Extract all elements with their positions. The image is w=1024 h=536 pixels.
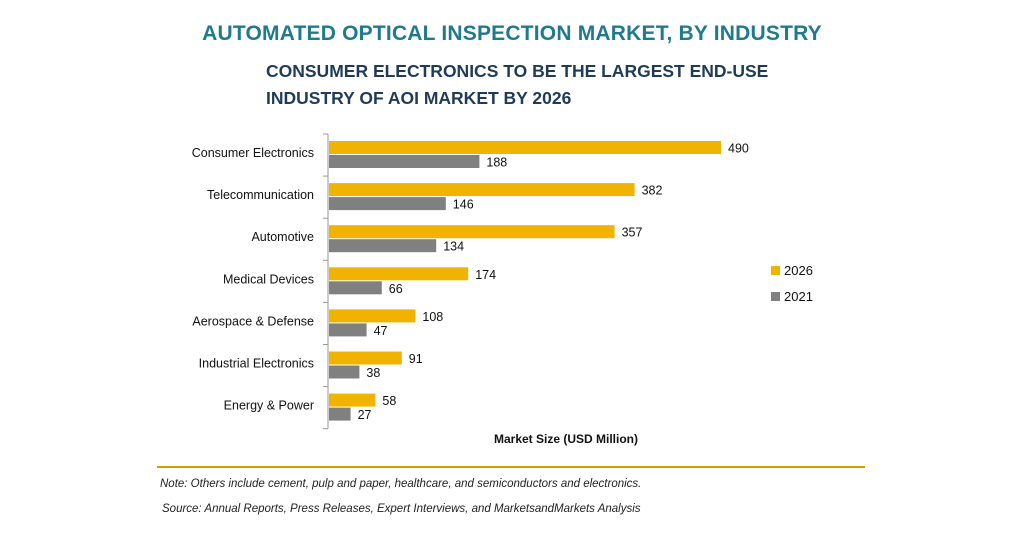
bar-2021 [329,197,446,211]
category-label: Industrial Electronics [199,357,314,371]
bar-2021 [329,365,360,379]
data-label-2026: 357 [622,226,643,240]
bar-2021 [329,239,437,253]
bar-2021 [329,155,480,168]
category-label: Energy & Power [224,399,314,413]
data-label-2021: 188 [486,156,507,170]
data-label-2021: 47 [374,324,388,338]
legend-swatch-2026 [771,266,780,275]
data-label-2026: 174 [475,268,496,282]
data-label-2026: 382 [642,184,663,198]
legend-label-2026: 2026 [784,263,813,278]
bar-2026 [329,351,402,365]
data-label-2021: 66 [389,282,403,296]
bar-2026 [329,225,615,239]
bar-2026 [329,393,376,407]
data-label-2026: 91 [409,352,423,366]
bar-2026 [329,309,416,323]
chart-subtitle: CONSUMER ELECTRONICS TO BE THE LARGEST E… [266,61,769,108]
bar-2021 [329,323,367,337]
bar-2021 [329,281,382,295]
chart-title: AUTOMATED OPTICAL INSPECTION MARKET, BY … [202,22,822,45]
bar-2026 [329,183,635,197]
x-axis-label: Market Size (USD Million) [494,432,638,446]
bar-2021 [329,407,351,421]
data-label-2026: 490 [728,142,749,156]
data-label-2021: 146 [453,198,474,212]
category-label: Medical Devices [223,272,314,286]
category-label: Telecommunication [207,188,314,202]
legend-swatch-2021 [771,292,780,301]
bar-2026 [329,141,721,154]
source-note: Source: Annual Reports, Press Releases, … [162,503,641,515]
bar-2026 [329,267,469,281]
category-label: Automotive [251,230,314,244]
data-label-2026: 108 [422,310,443,324]
category-label: Aerospace & Defense [192,314,314,328]
legend-label-2021: 2021 [784,289,813,304]
data-label-2021: 134 [443,240,464,254]
data-label-2021: 27 [358,408,372,422]
category-label: Consumer Electronics [192,146,314,160]
note-divider [157,466,865,468]
data-label-2021: 38 [366,366,380,380]
data-label-2026: 58 [382,394,396,408]
footnote: Note: Others include cement, pulp and pa… [160,478,642,490]
